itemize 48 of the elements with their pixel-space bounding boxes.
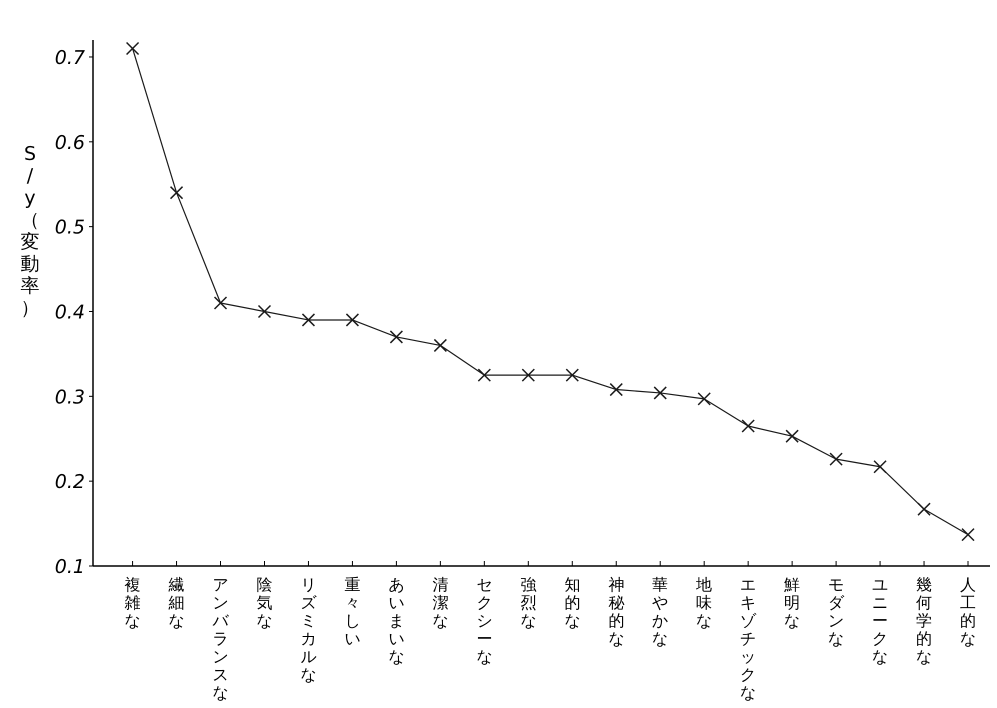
x-tick-label: 神秘的な xyxy=(608,575,624,648)
point xyxy=(653,386,667,400)
point xyxy=(214,296,228,310)
point xyxy=(873,460,887,474)
y-tick-label: 0.6 xyxy=(54,132,85,154)
point xyxy=(258,304,272,318)
x-tick-label: 重々しい xyxy=(344,575,360,648)
x-tick-label: 華やかな xyxy=(652,575,668,648)
y-tick-label: 0.5 xyxy=(54,216,85,239)
point xyxy=(961,528,975,542)
y-tick-label: 0.7 xyxy=(54,46,85,69)
x-tick-label: アンバランスな xyxy=(212,575,230,702)
y-axis-title: S/y（変動率） xyxy=(20,143,40,319)
x-tick-label: 清潔な xyxy=(432,575,448,630)
point xyxy=(170,186,184,200)
point xyxy=(522,368,536,382)
point xyxy=(434,338,448,352)
x-tick-label: 強烈な xyxy=(520,575,536,630)
point xyxy=(126,42,140,56)
x-tick-label: 幾何学的な xyxy=(916,575,932,666)
x-tick-label: セクシーな xyxy=(476,575,492,666)
point xyxy=(829,452,843,466)
x-tick-label: エキゾチックな xyxy=(740,575,758,702)
x-tick-label: 複雑な xyxy=(124,575,141,630)
point xyxy=(390,330,404,344)
point xyxy=(478,368,492,382)
x-tick-label: 知的な xyxy=(564,575,580,630)
x-tick-label: ユニークな xyxy=(872,575,888,666)
point xyxy=(697,392,711,406)
y-tick-label: 0.4 xyxy=(54,301,85,324)
x-tick-label: 人工的な xyxy=(960,575,976,648)
y-tick-label: 0.1 xyxy=(54,556,85,578)
x-tick-label: 繊細な xyxy=(168,575,185,630)
x-tick-label: 鮮明な xyxy=(784,575,800,630)
x-tick-label: あいまいな xyxy=(388,575,404,666)
y-tick-label: 0.3 xyxy=(54,386,85,408)
y-tick-label: 0.2 xyxy=(54,471,85,494)
point xyxy=(346,313,360,327)
point xyxy=(610,382,623,396)
point xyxy=(785,429,799,443)
x-tick-label: リズミカルな xyxy=(300,575,318,684)
x-tick-label: 陰気な xyxy=(256,575,272,630)
point xyxy=(566,368,580,382)
point xyxy=(917,502,931,516)
x-tick-label: 地味な xyxy=(695,575,712,630)
point xyxy=(302,313,316,327)
point xyxy=(741,419,755,433)
x-tick-label: モダンな xyxy=(828,575,846,648)
